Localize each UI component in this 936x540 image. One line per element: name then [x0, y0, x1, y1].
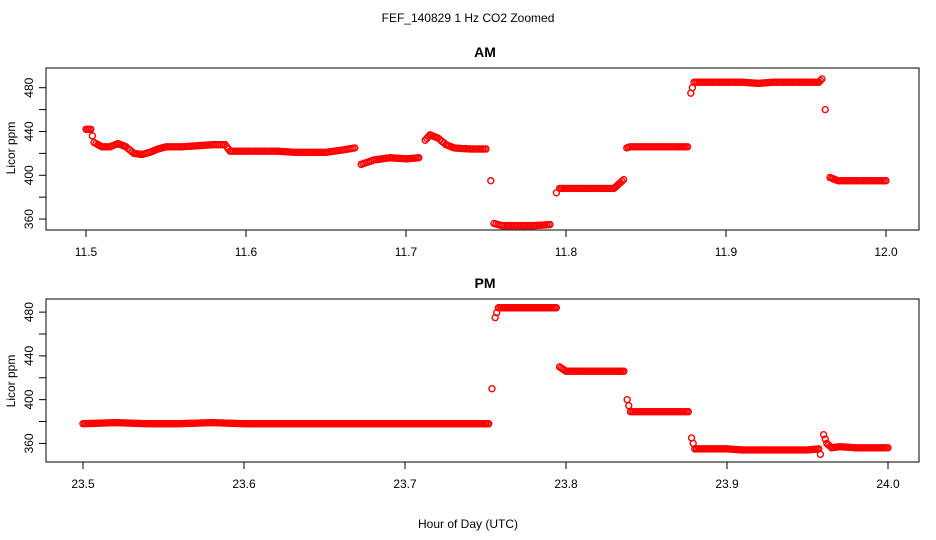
y-tick-label-pm: 480 — [22, 302, 36, 322]
x-tick-label-pm: 23.7 — [393, 477, 417, 491]
data-point-pm — [488, 385, 496, 393]
data-point-am — [618, 177, 626, 185]
x-tick-label-am: 11.9 — [715, 245, 738, 259]
x-tick-label-pm: 23.5 — [71, 477, 95, 491]
figure-title: FEF_140829 1 Hz CO2 Zoomed — [382, 11, 555, 25]
data-point-pm — [884, 444, 892, 452]
plot-box-pm — [45, 298, 920, 463]
x-axis-am: 11.5 11.6 11.7 11.8 11.9 12.0 — [75, 230, 898, 259]
chart-title-am: AM — [474, 44, 496, 60]
y-tick-label-am: 400 — [22, 165, 36, 185]
x-axis-pm: 23.5 23.6 23.7 23.8 23.9 24.0 — [71, 462, 900, 491]
data-point-am — [87, 125, 95, 133]
y-axis-pm: 360 400 440 480 — [22, 302, 46, 453]
y-tick-label-am: 480 — [22, 77, 36, 97]
data-point-pm — [819, 430, 828, 439]
data-point-pm — [625, 401, 633, 410]
data-point-am — [818, 75, 826, 83]
y-axis-label-pm: Licor ppm — [4, 355, 18, 408]
x-tick-label-am: 11.5 — [75, 245, 98, 259]
plot-box-am — [45, 67, 920, 231]
data-point-am — [415, 154, 423, 162]
data-point-am — [683, 143, 692, 151]
x-tick-label-am: 11.8 — [555, 245, 578, 259]
data-point-pm — [552, 304, 561, 312]
y-tick-label-am: 440 — [22, 121, 36, 141]
data-point-pm — [620, 367, 628, 375]
data-point-am — [882, 177, 890, 185]
data-point-am — [482, 145, 490, 153]
y-axis-am: 360 400 440 480 — [22, 77, 46, 229]
x-tick-label-am: 11.6 — [235, 245, 258, 259]
y-tick-label-pm: 360 — [22, 433, 36, 453]
x-tick-label-pm: 23.6 — [232, 477, 256, 491]
x-tick-label-pm: 24.0 — [876, 477, 900, 491]
data-point-pm — [485, 420, 493, 428]
x-axis-label: Hour of Day (UTC) — [418, 517, 518, 531]
x-tick-label-am: 11.7 — [395, 245, 418, 259]
data-point-am — [619, 175, 628, 184]
y-tick-label-am: 360 — [22, 209, 36, 229]
data-point-am — [88, 132, 97, 140]
chart-title-pm: PM — [475, 275, 496, 291]
data-point-am — [821, 105, 829, 114]
x-tick-label-am: 12.0 — [874, 245, 898, 259]
data-point-pm — [684, 407, 693, 416]
x-tick-label-pm: 23.8 — [554, 477, 578, 491]
y-tick-label-pm: 440 — [22, 346, 36, 366]
y-axis-label-am: Licor ppm — [4, 122, 18, 175]
data-point-pm — [821, 435, 829, 443]
data-points-pm — [79, 304, 892, 459]
data-point-am — [816, 76, 825, 85]
data-point-am — [546, 220, 554, 229]
chart-pm: PM Licor ppm 23.5 23.6 23.7 23.8 23.9 24.0 36… — [4, 275, 920, 491]
data-points-am — [82, 75, 890, 230]
data-point-am — [487, 177, 495, 185]
y-tick-label-pm: 400 — [22, 389, 36, 409]
chart-am: AM Licor ppm 11.5 11.6 11.7 11.8 11.9 12.0 36… — [4, 44, 920, 259]
data-point-pm — [816, 450, 825, 459]
data-point-pm — [623, 395, 631, 404]
x-tick-label-pm: 23.9 — [715, 477, 739, 491]
data-point-am — [351, 144, 359, 152]
